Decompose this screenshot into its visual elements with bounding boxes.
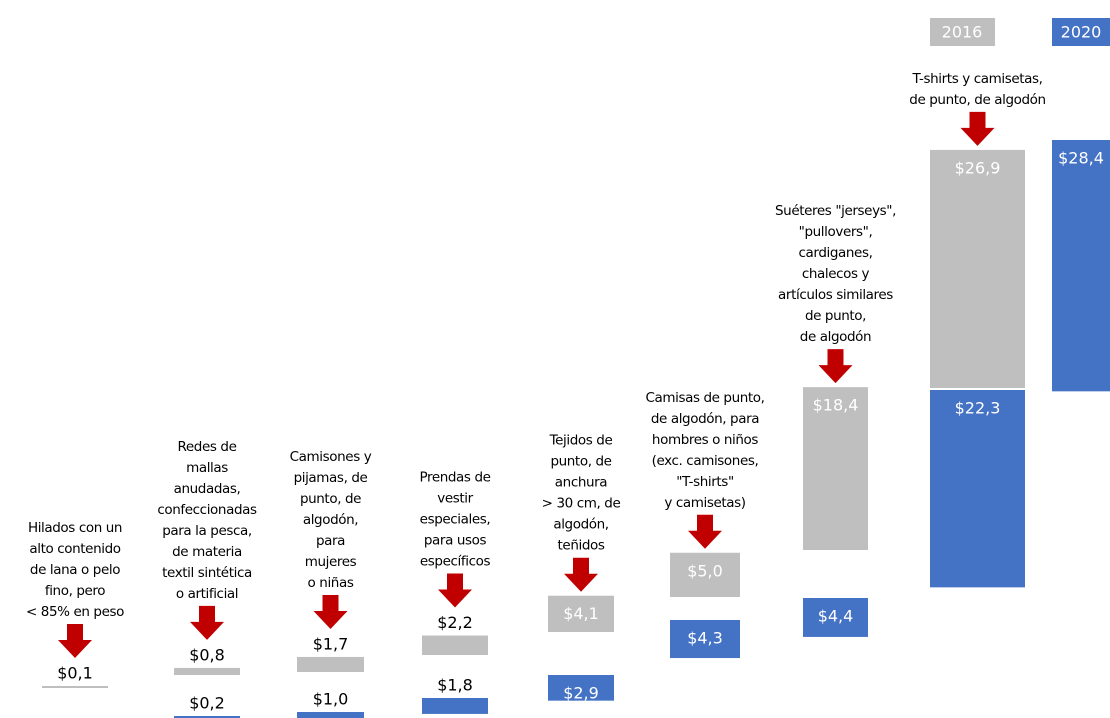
arrow: [313, 594, 348, 629]
category-label: hombres o niños: [652, 432, 758, 448]
value-label: $1,7: [313, 634, 349, 653]
bar: [1052, 140, 1110, 392]
category-label: especiales,: [420, 512, 491, 528]
category-label: Prendas de: [419, 470, 490, 486]
value-label: $0,2: [189, 694, 225, 713]
bar: [174, 667, 240, 675]
bar: [42, 686, 108, 688]
bar: [803, 387, 868, 550]
bar: [548, 595, 614, 632]
category-label: de algodón: [800, 329, 871, 345]
value-label: $4,1: [563, 604, 599, 623]
category-label: punto, de: [550, 454, 611, 470]
category-label: chalecos y: [802, 266, 870, 282]
category-label: artículos similares: [778, 287, 893, 303]
category-label: cardiganes,: [799, 245, 873, 261]
category-label: o artificial: [176, 586, 238, 602]
value-label: $4,3: [687, 629, 723, 648]
arrow: [190, 605, 224, 640]
legend-swatch: [930, 18, 995, 46]
bar: [422, 635, 488, 655]
arrow: [818, 349, 853, 384]
category-label: de algodón, para: [651, 411, 759, 427]
bar: [297, 712, 364, 718]
value-label: $1,8: [437, 676, 473, 695]
value-label: $2,9: [563, 684, 599, 703]
value-label: $1,0: [313, 690, 349, 709]
bar: [297, 656, 364, 672]
value-label: $18,4: [813, 396, 859, 415]
category-label: de materia: [172, 544, 242, 560]
category-label: algodón,: [553, 517, 608, 533]
category-label: para usos: [424, 533, 487, 549]
category-label: anchura: [555, 475, 608, 491]
category-label: "T-shirts": [676, 474, 734, 490]
category-label: < 85% en peso: [26, 604, 124, 620]
bar: [670, 552, 740, 597]
category-label: Tejidos de: [549, 433, 613, 449]
category-label: pijamas, de: [294, 470, 368, 486]
category-label: "pullovers",: [799, 224, 873, 240]
category-label: específicos: [420, 554, 491, 570]
category-label: para la pesca,: [162, 523, 252, 539]
category-label: mallas: [186, 460, 228, 476]
category-label: T-shirts y camisetas,: [911, 71, 1042, 87]
category-label: Camisones y: [290, 449, 372, 465]
bar: [930, 390, 1025, 588]
legend-swatch: [1052, 18, 1110, 46]
category-label: teñidos: [558, 538, 605, 554]
category-label: mujeres: [305, 554, 357, 570]
value-label: $5,0: [687, 561, 723, 580]
category-label: Suéteres "jerseys",: [775, 203, 896, 219]
category-label: de lana o pelo: [30, 562, 120, 578]
legend-label: 2016: [942, 23, 983, 42]
value-label: $0,1: [57, 664, 93, 683]
bar: [670, 620, 740, 659]
category-label: vestir: [437, 491, 473, 507]
category-label: algodón,: [303, 512, 358, 528]
category-label: fino, pero: [45, 583, 105, 599]
arrow: [688, 514, 722, 549]
value-label: $22,3: [955, 399, 1001, 418]
category-label: alto contenido: [29, 541, 120, 557]
category-label: de punto,: [805, 308, 866, 324]
value-label: $2,2: [437, 613, 473, 632]
arrow: [438, 573, 472, 608]
bar: [548, 675, 614, 701]
value-label: $0,8: [189, 645, 225, 664]
category-label: para: [316, 533, 345, 549]
category-label: > 30 cm, de: [542, 496, 621, 512]
bar: [803, 598, 868, 637]
value-label: $28,4: [1058, 149, 1104, 168]
category-label: Camisas de punto,: [645, 390, 764, 406]
category-label: (exc. camisones,: [652, 453, 759, 469]
arrow: [58, 624, 92, 658]
category-label: de punto, de algodón: [909, 92, 1045, 108]
bar: [174, 716, 240, 718]
category-label: y camisetas): [664, 495, 745, 511]
category-label: punto, de: [300, 491, 361, 507]
category-label: o niñas: [308, 575, 354, 591]
category-label: confeccionadas: [157, 502, 257, 518]
bar: [422, 698, 488, 714]
arrow: [960, 111, 995, 146]
category-label: anudadas,: [174, 481, 241, 497]
category-label: textil sintética: [162, 565, 252, 581]
bar: [930, 149, 1025, 388]
category-label: Hilados con un: [28, 520, 122, 536]
legend-label: 2020: [1061, 23, 1102, 42]
value-label: $4,4: [818, 607, 854, 626]
arrow: [564, 557, 598, 592]
category-label: Redes de: [178, 439, 237, 455]
value-label: $26,9: [955, 158, 1001, 177]
